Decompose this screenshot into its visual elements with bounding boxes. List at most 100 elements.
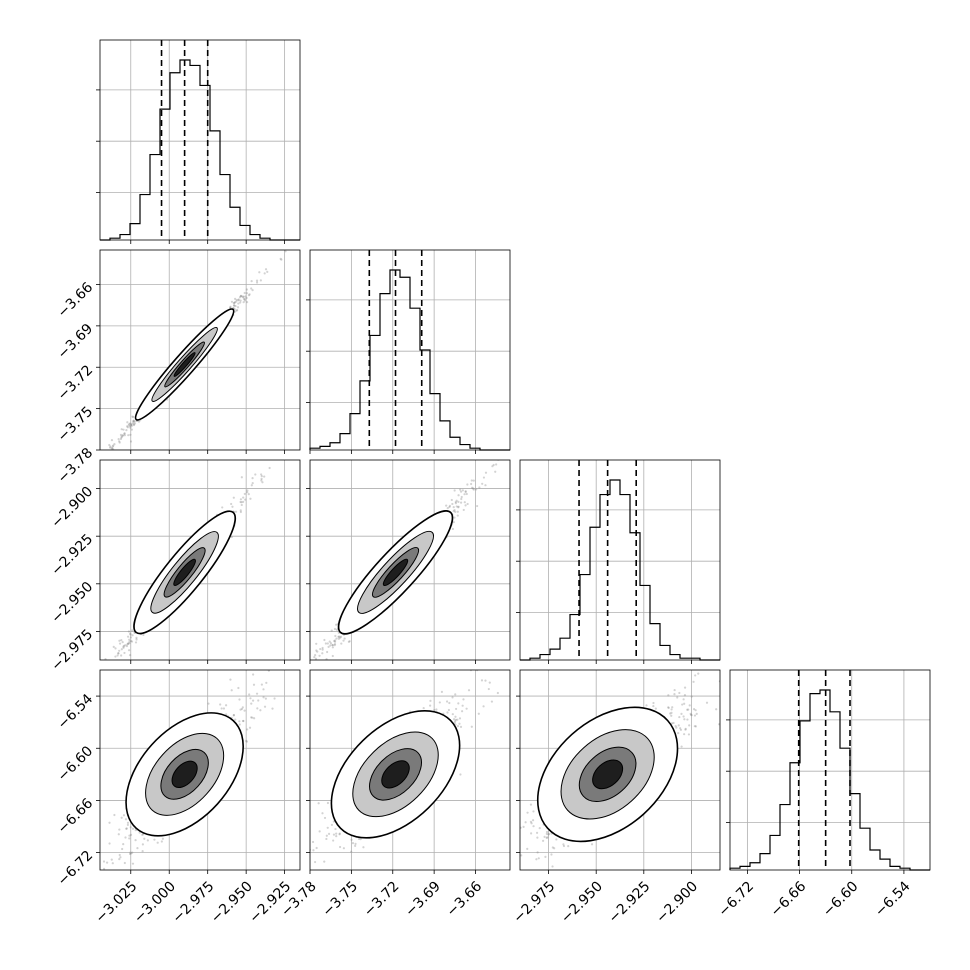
sample-point (244, 295, 247, 298)
sample-point (126, 823, 129, 826)
sample-point (120, 428, 123, 431)
sample-point (129, 833, 133, 836)
sample-point (342, 639, 345, 642)
sample-point (118, 440, 121, 443)
sample-point (128, 640, 131, 643)
sample-point (239, 301, 242, 304)
sample-point (693, 725, 696, 728)
sample-point (456, 514, 459, 517)
sample-point (132, 415, 135, 419)
sample-point (684, 727, 687, 730)
sample-point (333, 640, 337, 643)
sample-point (123, 432, 126, 435)
panel-frame (519, 669, 721, 871)
sample-point (478, 486, 481, 489)
x-tick-label: −6.54 (872, 878, 914, 920)
sample-point (255, 279, 259, 282)
sample-point (251, 289, 254, 292)
sample-point (690, 695, 693, 698)
sample-point (470, 482, 473, 486)
sample-point (96, 462, 98, 464)
sample-point (124, 644, 127, 647)
sample-point (457, 505, 460, 508)
sample-point (446, 711, 449, 714)
sample-point (122, 814, 126, 817)
sample-point (465, 492, 468, 496)
sample-point (109, 665, 111, 667)
sample-point (264, 268, 268, 271)
sample-point (551, 865, 554, 868)
sample-point (79, 907, 81, 909)
sample-point (239, 708, 242, 711)
sample-point (688, 724, 691, 727)
sample-point (342, 847, 345, 850)
sample-point (453, 721, 456, 724)
sample-point (455, 499, 458, 502)
sample-point (517, 857, 519, 859)
sample-point (128, 423, 131, 426)
sample-point (330, 629, 333, 632)
sample-point (532, 810, 535, 813)
sample-point (160, 840, 163, 843)
sample-point (240, 476, 243, 479)
x-tick-label: −3.66 (444, 878, 486, 920)
x-tick-label: −6.66 (768, 878, 810, 920)
sample-point (460, 497, 463, 501)
y-tick-label: −2.975 (48, 626, 96, 674)
sample-point (118, 639, 121, 642)
sample-point (332, 833, 336, 836)
sample-point (332, 839, 335, 842)
sample-point (132, 423, 136, 426)
sample-point (689, 712, 692, 715)
sample-point (481, 482, 484, 485)
sample-point (136, 847, 139, 850)
sample-point (132, 419, 135, 423)
sample-point (134, 829, 137, 832)
sample-point (121, 640, 124, 644)
sample-point (456, 510, 459, 513)
sample-point (321, 812, 324, 815)
panel-grid (746, 670, 905, 870)
sample-point (249, 497, 252, 500)
sample-point (333, 627, 337, 631)
sample-point (335, 637, 338, 640)
sample-point (251, 477, 254, 480)
sample-point (454, 718, 458, 721)
y-tick-label: −3.75 (55, 404, 97, 446)
sample-point (681, 703, 684, 706)
sample-point (257, 699, 260, 702)
sample-point (252, 673, 255, 676)
sample-point (229, 305, 232, 308)
sample-point (161, 837, 164, 840)
sample-point (263, 705, 267, 708)
sample-point (248, 293, 251, 296)
sample-point (133, 422, 137, 425)
sample-point (522, 825, 525, 828)
panel-frame (309, 459, 511, 661)
hist-grid (520, 509, 720, 613)
sample-point (488, 681, 491, 684)
sample-point (331, 646, 334, 649)
sample-point (326, 650, 329, 654)
sample-point (472, 487, 475, 490)
sample-point (536, 836, 539, 839)
sample-point (258, 271, 261, 274)
sample-point (268, 466, 271, 470)
sample-point (239, 509, 242, 512)
sample-point (113, 661, 115, 663)
y-tick-label: −6.72 (55, 848, 97, 890)
sample-point (315, 846, 318, 850)
sample-point (682, 698, 685, 701)
y-tick-label: −6.54 (55, 691, 97, 733)
sample-point (117, 833, 120, 836)
density-contour (173, 352, 196, 377)
y-tick-label: −3.66 (55, 279, 97, 321)
sample-point (129, 636, 132, 639)
sample-point (129, 440, 133, 443)
sample-point (475, 488, 478, 491)
sample-point (316, 873, 318, 875)
sample-point (129, 851, 132, 854)
sample-point (507, 442, 509, 444)
sample-point (652, 701, 655, 705)
sample-point (118, 649, 121, 652)
